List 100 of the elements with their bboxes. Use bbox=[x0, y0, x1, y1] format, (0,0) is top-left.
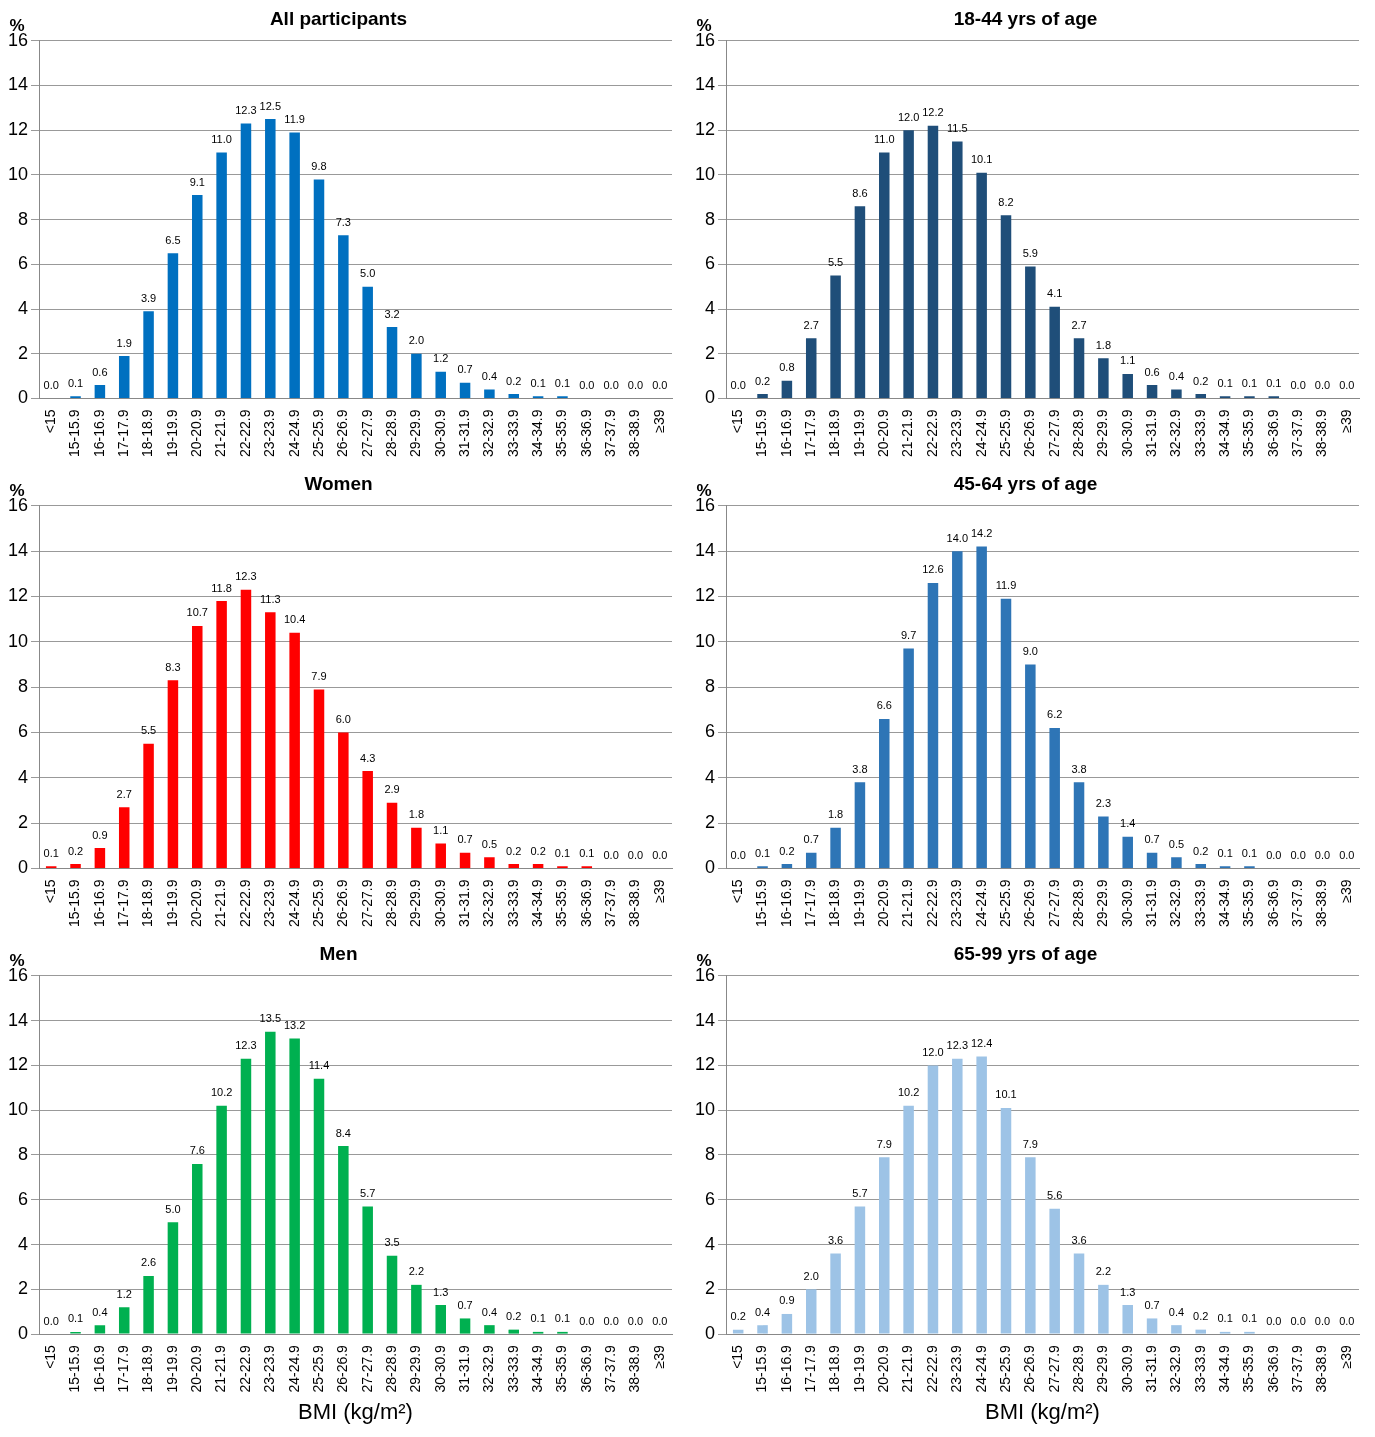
bar bbox=[265, 1031, 276, 1334]
x-tick-label: 31-31.9 bbox=[1142, 879, 1159, 927]
data-label: 6.6 bbox=[876, 699, 892, 712]
data-label: 12.2 bbox=[922, 106, 944, 119]
bar bbox=[1122, 1305, 1133, 1334]
data-label: 5.5 bbox=[827, 256, 844, 269]
x-tick-label: 22-22.9 bbox=[236, 879, 253, 927]
x-tick-label: 17-17.9 bbox=[802, 409, 819, 457]
x-tick-label: 18-18.9 bbox=[139, 879, 156, 927]
x-tick-label: 26-26.9 bbox=[334, 409, 351, 457]
x-tick-label: 15-15.9 bbox=[66, 879, 83, 927]
y-tick-label: 12 bbox=[694, 585, 716, 606]
x-tick-label: 23-23.9 bbox=[261, 879, 278, 927]
y-tick-label: 12 bbox=[7, 1054, 29, 1075]
x-tick-label: 21-21.9 bbox=[899, 1344, 916, 1393]
y-tick-label: 10 bbox=[694, 163, 716, 184]
x-tick-label: 16-16.9 bbox=[90, 1344, 107, 1393]
x-tick-label: 29-29.9 bbox=[407, 1344, 424, 1393]
data-label: 12.0 bbox=[922, 1045, 944, 1058]
x-tick-label: 38-38.9 bbox=[1313, 879, 1330, 927]
x-tick-label: 36-36.9 bbox=[577, 879, 594, 927]
x-tick-label: <15 bbox=[729, 1344, 746, 1369]
x-tick-label: 27-27.9 bbox=[1045, 879, 1062, 927]
bar bbox=[265, 119, 276, 399]
bar bbox=[1098, 816, 1109, 869]
data-label: 0.1 bbox=[754, 846, 771, 859]
data-label: 7.3 bbox=[335, 215, 351, 228]
bar bbox=[192, 1163, 203, 1334]
x-tick-label: 15-15.9 bbox=[753, 409, 770, 457]
data-label: 0.1 bbox=[1217, 846, 1233, 859]
data-label: 6.2 bbox=[1047, 708, 1063, 721]
x-tick-label: 22-22.9 bbox=[923, 1344, 940, 1393]
y-tick-label: 10 bbox=[694, 1099, 716, 1120]
bar bbox=[1049, 727, 1060, 869]
y-tick-label: 4 bbox=[18, 298, 29, 319]
bar bbox=[362, 771, 373, 869]
x-tick-label: 21-21.9 bbox=[899, 409, 916, 457]
data-label: 0.0 bbox=[1266, 1314, 1282, 1327]
bar bbox=[216, 152, 227, 399]
y-tick-label: 8 bbox=[705, 676, 716, 697]
bar bbox=[216, 1105, 227, 1334]
data-label: 7.6 bbox=[189, 1144, 205, 1157]
y-tick-label: 6 bbox=[18, 721, 29, 742]
x-tick-label: 17-17.9 bbox=[115, 1344, 132, 1393]
x-tick-label: 16-16.9 bbox=[777, 1344, 794, 1393]
bar bbox=[1098, 358, 1109, 399]
bar bbox=[879, 152, 890, 399]
data-label: 0.0 bbox=[1339, 1314, 1355, 1327]
x-tick-label: 23-23.9 bbox=[948, 409, 965, 457]
bar bbox=[70, 863, 81, 869]
data-label: 11.9 bbox=[284, 113, 305, 125]
x-tick-label: 34-34.9 bbox=[1215, 879, 1232, 927]
data-label: 5.9 bbox=[1022, 247, 1038, 260]
bar bbox=[781, 380, 793, 399]
x-tick-label: 23-23.9 bbox=[261, 1344, 278, 1393]
data-label: 0.2 bbox=[1193, 844, 1209, 857]
y-tick-label: 10 bbox=[694, 630, 716, 651]
bar bbox=[1073, 782, 1085, 869]
x-tick-label: 32-32.9 bbox=[1167, 879, 1184, 927]
data-label: 0.2 bbox=[779, 844, 795, 857]
bar bbox=[830, 827, 841, 869]
y-tick-label: 2 bbox=[18, 1278, 29, 1299]
data-label: 12.3 bbox=[946, 1039, 969, 1052]
data-label: 6.0 bbox=[335, 713, 351, 726]
y-tick-label: 10 bbox=[7, 1099, 29, 1120]
bar bbox=[1195, 1329, 1207, 1334]
x-tick-label: 20-20.9 bbox=[875, 409, 892, 457]
bar bbox=[732, 1329, 744, 1334]
data-label: 8.4 bbox=[335, 1126, 351, 1139]
data-label: 1.8 bbox=[408, 808, 425, 821]
data-label: 1.8 bbox=[1095, 338, 1112, 351]
x-tick-label: 19-19.9 bbox=[850, 409, 867, 457]
x-tick-label: 25-25.9 bbox=[996, 1344, 1013, 1393]
x-tick-label: 31-31.9 bbox=[455, 1344, 472, 1393]
x-tick-label: 28-28.9 bbox=[382, 879, 399, 927]
data-label: 10.2 bbox=[897, 1086, 920, 1099]
bar bbox=[927, 125, 939, 399]
bar bbox=[805, 1289, 817, 1334]
x-tick-label: 25-25.9 bbox=[309, 1344, 326, 1393]
y-tick-label: 6 bbox=[705, 253, 716, 274]
bar bbox=[411, 1284, 422, 1334]
x-tick-label: 37-37.9 bbox=[602, 879, 618, 927]
data-label: 0.0 bbox=[652, 379, 668, 392]
x-tick-label: 38-38.9 bbox=[626, 409, 643, 457]
data-label: 0.9 bbox=[92, 828, 108, 841]
bar bbox=[830, 1253, 841, 1334]
x-tick-label: 29-29.9 bbox=[407, 879, 424, 927]
x-tick-label: 34-34.9 bbox=[528, 409, 545, 457]
bar bbox=[118, 807, 130, 869]
data-label: 9.8 bbox=[311, 159, 327, 172]
bar bbox=[386, 326, 398, 399]
bar bbox=[1195, 394, 1207, 399]
data-label: 0.7 bbox=[457, 833, 473, 846]
bar bbox=[240, 589, 252, 869]
x-tick-label: 33-33.9 bbox=[1191, 1344, 1208, 1393]
bar bbox=[265, 612, 276, 869]
data-label: 0.0 bbox=[652, 849, 668, 862]
y-tick-label: 12 bbox=[694, 119, 716, 140]
bar bbox=[1025, 664, 1036, 869]
x-tick-label: 20-20.9 bbox=[188, 1344, 205, 1393]
